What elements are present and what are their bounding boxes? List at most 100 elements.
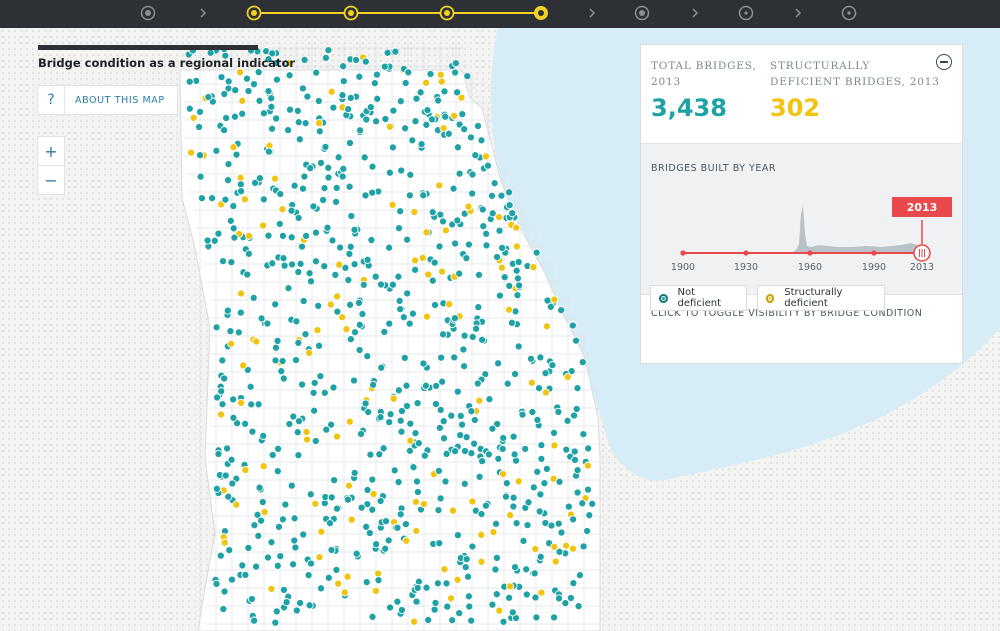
bridge-marker[interactable]	[279, 254, 288, 263]
deficient-bridge-marker[interactable]	[406, 436, 415, 445]
deficient-bridge-marker[interactable]	[285, 59, 294, 68]
bridge-marker[interactable]	[252, 562, 261, 571]
bridge-marker[interactable]	[294, 451, 303, 460]
bridge-marker[interactable]	[402, 401, 412, 411]
bridge-marker[interactable]	[267, 94, 276, 103]
deficient-bridge-marker[interactable]	[278, 205, 287, 214]
bridge-marker[interactable]	[427, 115, 437, 124]
bridge-marker[interactable]	[322, 425, 331, 434]
bridge-marker[interactable]	[421, 381, 430, 390]
bridge-marker[interactable]	[324, 46, 333, 55]
bridge-marker[interactable]	[296, 259, 305, 268]
bridge-marker[interactable]	[287, 233, 296, 242]
bridge-marker[interactable]	[482, 241, 491, 250]
bridge-marker[interactable]	[465, 602, 474, 611]
bridge-marker[interactable]	[267, 538, 276, 547]
bridge-marker[interactable]	[554, 407, 563, 416]
bridge-marker[interactable]	[461, 563, 470, 572]
deficient-bridge-marker[interactable]	[450, 111, 459, 120]
bridge-marker[interactable]	[394, 224, 404, 233]
bridge-marker[interactable]	[433, 579, 442, 588]
bridge-marker[interactable]	[431, 399, 440, 409]
bridge-marker[interactable]	[488, 209, 497, 218]
bridge-marker[interactable]	[300, 172, 309, 181]
bridge-marker[interactable]	[338, 172, 347, 181]
deficient-bridge-marker[interactable]	[236, 289, 246, 298]
bridge-marker[interactable]	[321, 53, 330, 62]
bridge-marker[interactable]	[532, 613, 541, 622]
bridge-marker[interactable]	[483, 161, 492, 170]
bridge-marker[interactable]	[405, 319, 414, 328]
bridge-marker[interactable]	[330, 476, 339, 485]
bridge-marker[interactable]	[324, 163, 333, 172]
bridge-marker[interactable]	[214, 229, 223, 238]
bridge-marker[interactable]	[362, 115, 371, 124]
bridge-marker[interactable]	[264, 55, 273, 64]
deficient-bridge-marker[interactable]	[239, 361, 248, 370]
bridge-marker[interactable]	[533, 415, 542, 424]
bridge-marker[interactable]	[484, 450, 493, 459]
bridge-marker[interactable]	[310, 406, 319, 415]
bridge-marker[interactable]	[273, 467, 282, 476]
deficient-bridge-marker[interactable]	[412, 526, 421, 535]
deficient-bridge-marker[interactable]	[302, 435, 312, 444]
bridge-marker[interactable]	[557, 528, 566, 537]
bridge-marker[interactable]	[568, 321, 577, 330]
deficient-bridge-marker[interactable]	[311, 499, 320, 508]
bridge-marker[interactable]	[485, 395, 494, 404]
bridge-marker[interactable]	[350, 468, 359, 477]
deficient-bridge-marker[interactable]	[220, 538, 229, 547]
bridge-marker[interactable]	[384, 536, 393, 545]
bridge-marker[interactable]	[339, 164, 348, 173]
bridge-marker[interactable]	[435, 539, 444, 548]
deficient-bridge-marker[interactable]	[335, 260, 344, 269]
bridge-marker[interactable]	[298, 380, 307, 389]
bridge-marker[interactable]	[578, 499, 587, 508]
bridge-marker[interactable]	[244, 249, 253, 258]
bridge-marker[interactable]	[263, 553, 273, 562]
deficient-bridge-marker[interactable]	[495, 606, 504, 615]
deficient-bridge-marker[interactable]	[238, 96, 247, 105]
deficient-bridge-marker[interactable]	[332, 432, 342, 441]
histogram-chart[interactable]	[641, 144, 962, 294]
bridge-marker[interactable]	[319, 195, 328, 205]
bridge-marker[interactable]	[290, 181, 299, 190]
bridge-marker[interactable]	[195, 107, 205, 116]
bridge-marker[interactable]	[255, 96, 264, 105]
bridge-marker[interactable]	[268, 259, 277, 268]
bridge-marker[interactable]	[309, 388, 318, 397]
deficient-bridge-marker[interactable]	[342, 325, 351, 334]
deficient-bridge-marker[interactable]	[506, 511, 515, 520]
bridge-marker[interactable]	[498, 444, 507, 453]
deficient-bridge-marker[interactable]	[468, 497, 477, 506]
bridge-marker[interactable]	[350, 328, 360, 337]
bridge-marker[interactable]	[234, 328, 243, 337]
bridge-marker[interactable]	[528, 407, 537, 417]
bridge-marker[interactable]	[197, 194, 206, 203]
bridge-marker[interactable]	[346, 300, 355, 309]
bridge-marker[interactable]	[284, 126, 293, 135]
bridge-marker[interactable]	[243, 270, 252, 279]
bridge-marker[interactable]	[287, 206, 296, 215]
step-5-current[interactable]	[534, 6, 548, 20]
deficient-bridge-marker[interactable]	[317, 527, 326, 536]
deficient-bridge-marker[interactable]	[422, 228, 431, 237]
deficient-bridge-marker[interactable]	[550, 295, 559, 304]
bridge-marker[interactable]	[220, 89, 229, 99]
bridge-marker[interactable]	[228, 479, 237, 488]
bridge-marker[interactable]	[361, 191, 370, 200]
bridge-marker[interactable]	[546, 302, 555, 311]
bridge-marker[interactable]	[463, 72, 472, 81]
bridge-marker[interactable]	[226, 327, 235, 336]
bridge-marker[interactable]	[380, 62, 389, 71]
deficient-bridge-marker[interactable]	[227, 339, 236, 348]
deficient-bridge-marker[interactable]	[217, 410, 226, 419]
bridge-marker[interactable]	[394, 272, 403, 281]
bridge-marker[interactable]	[436, 405, 445, 414]
bridge-marker[interactable]	[472, 324, 481, 333]
bridge-marker[interactable]	[458, 420, 467, 429]
bridge-marker[interactable]	[310, 378, 319, 387]
bridge-marker[interactable]	[289, 560, 298, 569]
deficient-bridge-marker[interactable]	[541, 388, 550, 397]
bridge-marker[interactable]	[393, 523, 402, 532]
